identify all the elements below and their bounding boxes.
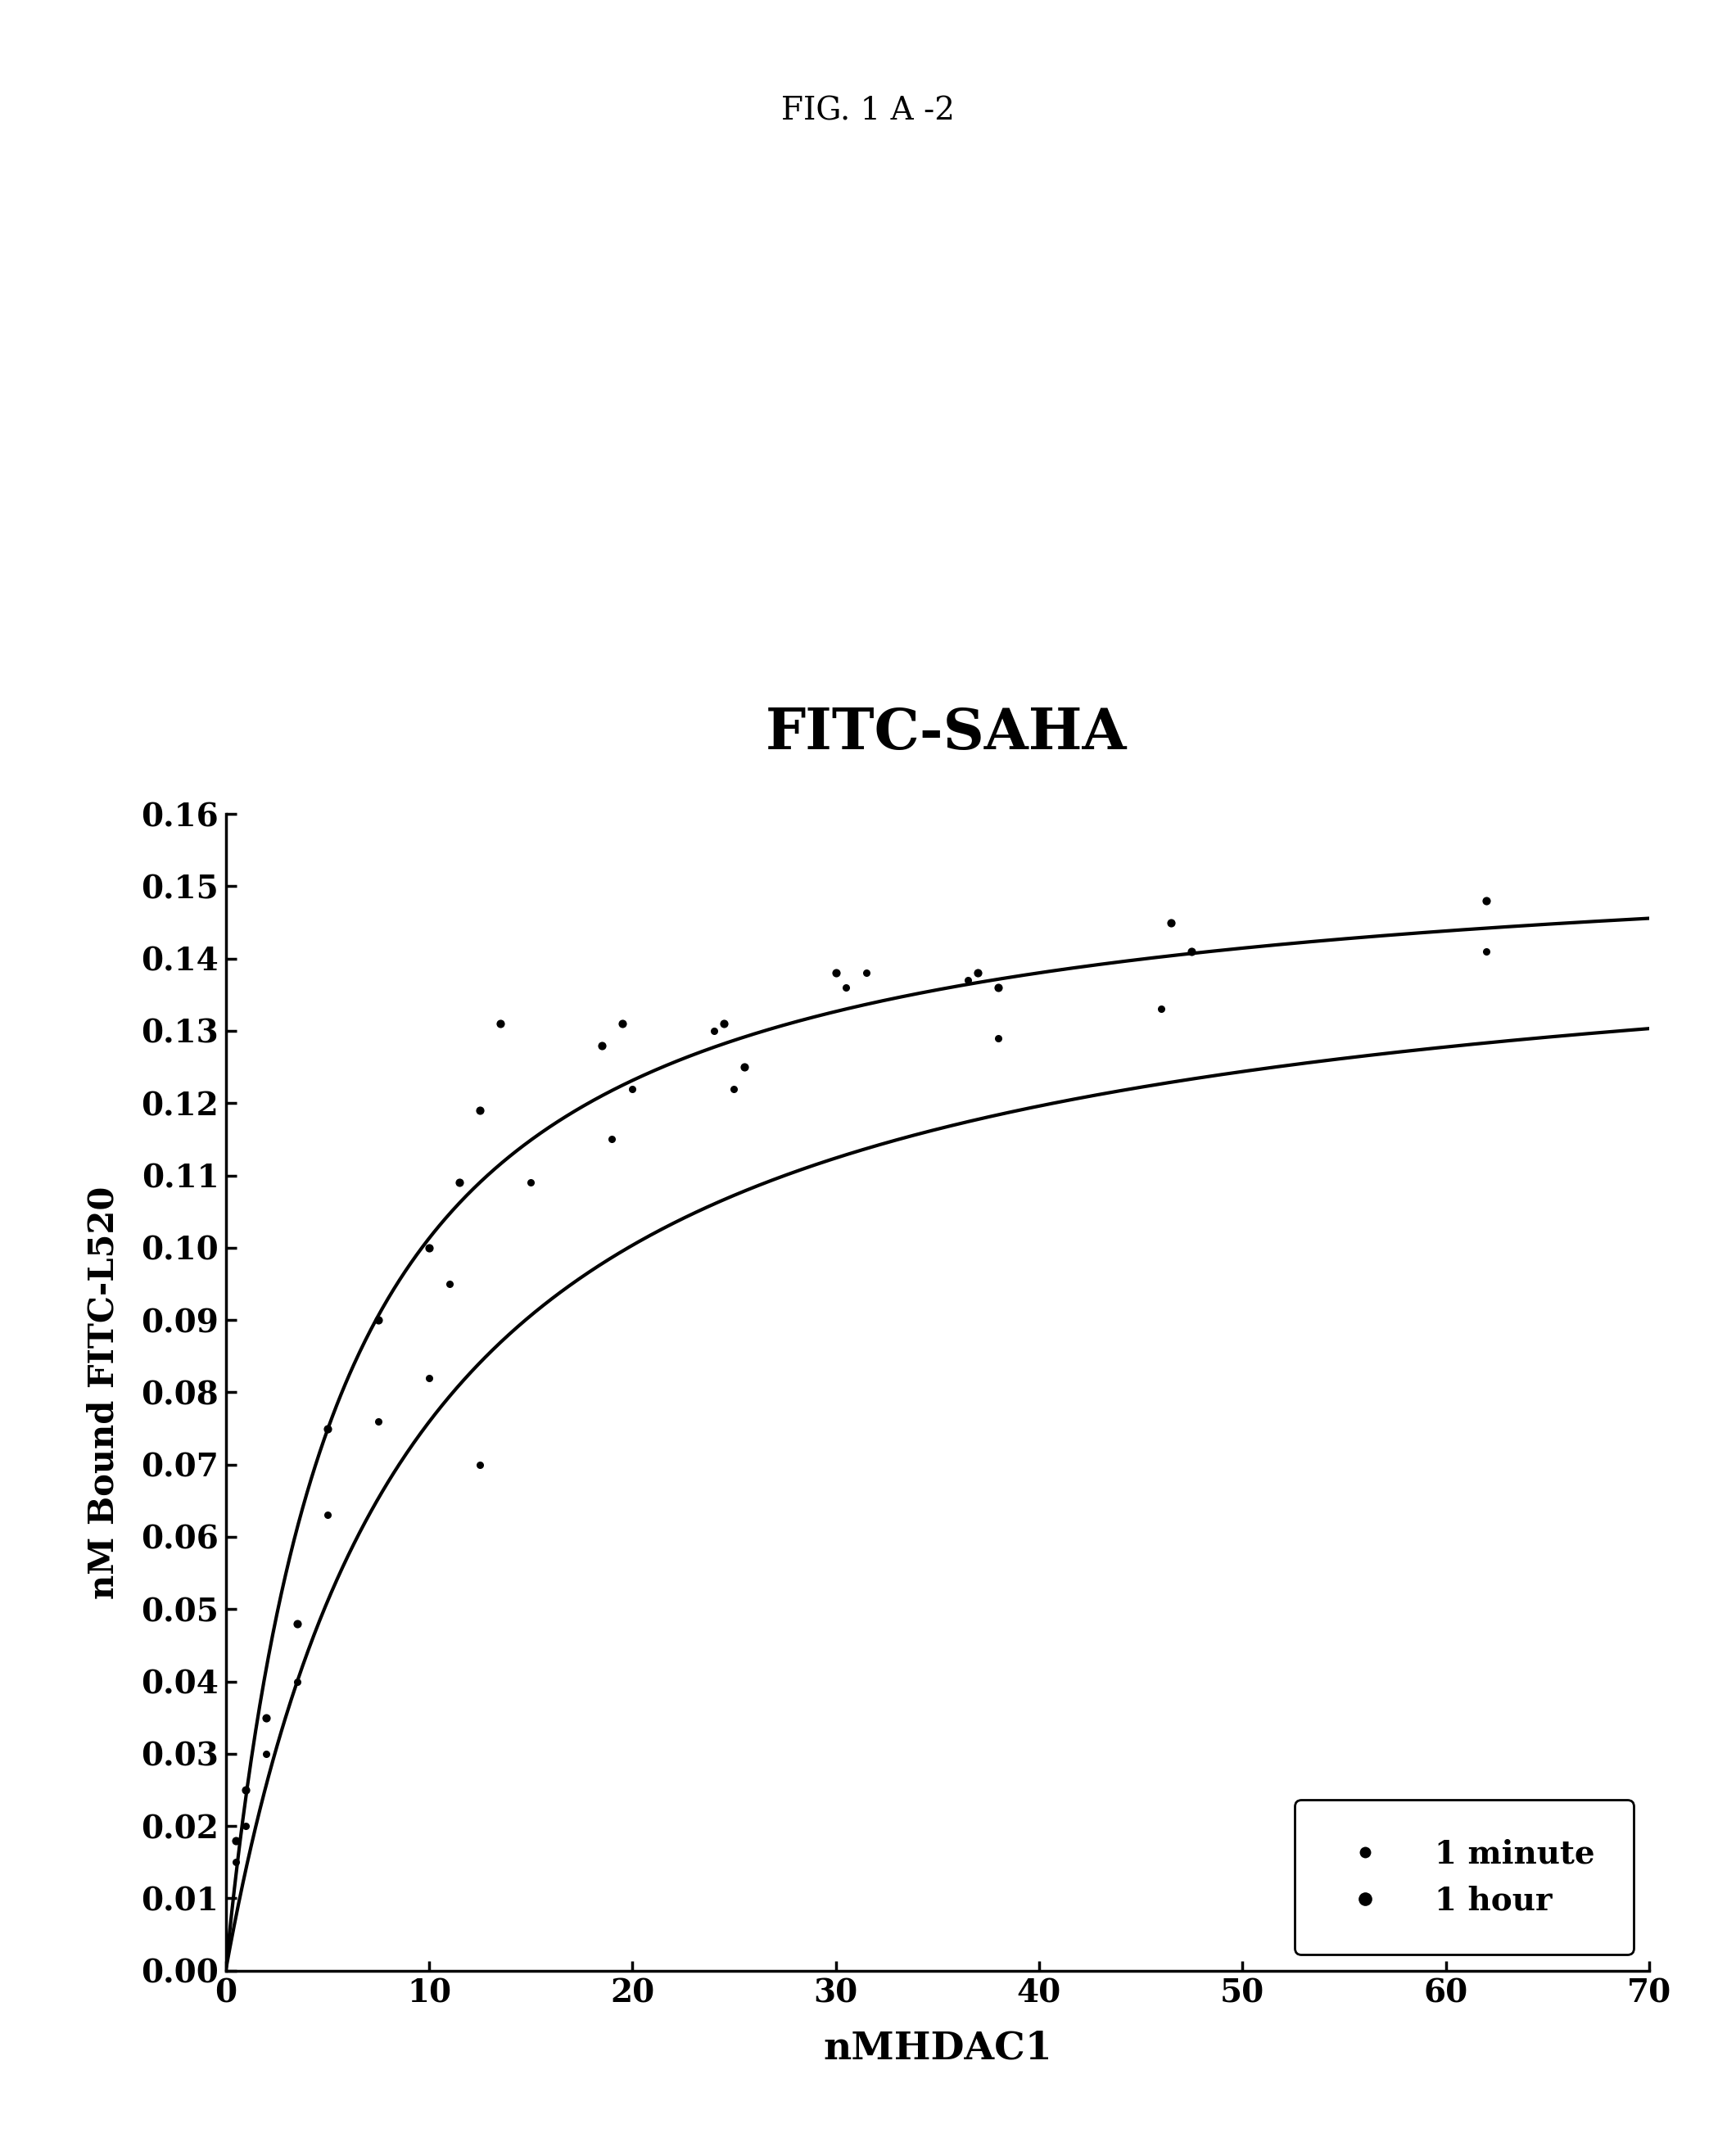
Point bbox=[314, 1497, 342, 1532]
Point bbox=[252, 1701, 279, 1735]
Point bbox=[436, 1266, 464, 1300]
Point bbox=[465, 1092, 493, 1127]
Point bbox=[821, 955, 849, 990]
Point bbox=[731, 1050, 759, 1084]
Point bbox=[517, 1165, 545, 1200]
Y-axis label: nM Bound FITC-L520: nM Bound FITC-L520 bbox=[87, 1187, 122, 1598]
Legend: 1 minute, 1 hour: 1 minute, 1 hour bbox=[1295, 1799, 1634, 1956]
Point bbox=[365, 1405, 392, 1439]
Point bbox=[984, 1022, 1012, 1056]
Point bbox=[1158, 906, 1186, 940]
Point bbox=[233, 1774, 260, 1808]
Point bbox=[1147, 992, 1175, 1026]
Point bbox=[963, 955, 991, 990]
Point bbox=[1472, 934, 1500, 968]
Point bbox=[1177, 934, 1205, 968]
Point bbox=[700, 1013, 727, 1047]
Point bbox=[252, 1737, 279, 1771]
Point bbox=[608, 1007, 635, 1041]
Point bbox=[233, 1808, 260, 1842]
Point bbox=[446, 1165, 474, 1200]
Point bbox=[222, 1823, 250, 1857]
Point bbox=[415, 1360, 443, 1394]
Point bbox=[984, 970, 1012, 1005]
X-axis label: nMHDAC1: nMHDAC1 bbox=[823, 2028, 1052, 2067]
Point bbox=[1472, 883, 1500, 917]
Point bbox=[852, 955, 880, 990]
Point bbox=[283, 1606, 311, 1641]
Point bbox=[832, 970, 859, 1005]
Point bbox=[955, 964, 983, 998]
Point bbox=[589, 1028, 616, 1062]
Text: FITC-SAHA: FITC-SAHA bbox=[766, 705, 1127, 760]
Point bbox=[314, 1412, 342, 1446]
Point bbox=[415, 1230, 443, 1264]
Text: FIG. 1 A -2: FIG. 1 A -2 bbox=[781, 96, 955, 126]
Point bbox=[486, 1007, 514, 1041]
Point bbox=[599, 1122, 627, 1157]
Point bbox=[618, 1071, 646, 1105]
Point bbox=[283, 1664, 311, 1699]
Point bbox=[465, 1448, 493, 1482]
Point bbox=[365, 1302, 392, 1337]
Point bbox=[720, 1071, 748, 1105]
Point bbox=[222, 1844, 250, 1879]
Point bbox=[710, 1007, 738, 1041]
